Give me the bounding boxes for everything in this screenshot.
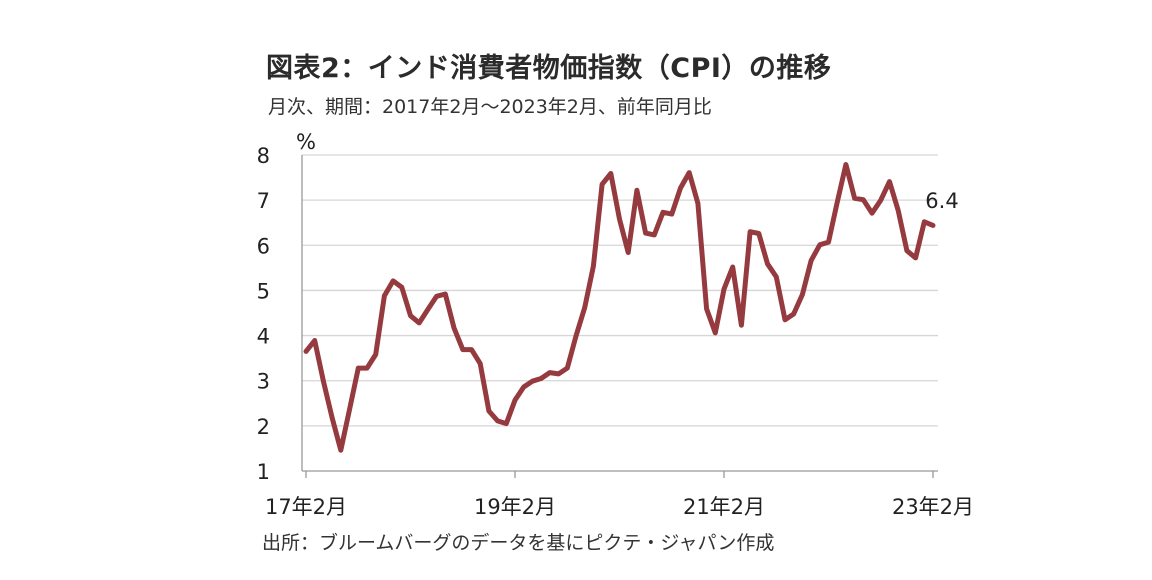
series-layer: [303, 162, 936, 453]
y-tick-label: 6: [257, 234, 270, 258]
last-value-label: 6.4: [925, 189, 958, 213]
x-tick-label: 23年2月: [892, 495, 974, 519]
y-tick-label: 4: [257, 325, 270, 349]
y-tick-label: 1: [257, 460, 270, 484]
y-tick-label: 2: [257, 415, 270, 439]
source-note: 出所：ブルームバーグのデータを基にピクテ・ジャパン作成: [262, 532, 775, 554]
axes: [301, 155, 938, 478]
x-tick-label: 19年2月: [474, 495, 556, 519]
x-tick-label: 17年2月: [265, 495, 347, 519]
y-tick-label: 3: [257, 370, 270, 394]
cpi-series-line: [303, 162, 936, 453]
y-tick-label: 7: [257, 189, 270, 213]
chart-title: 図表2：インド消費者物価指数（CPI）の推移: [266, 53, 832, 84]
x-tick-label: 21年2月: [683, 495, 765, 519]
chart-subtitle: 月次、期間：2017年2月～2023年2月、前年同月比: [268, 96, 712, 118]
labels: 1 2 3 4 5 6 7 8% 17年2月 19年2月 21年2月 23年2月 6.4: [257, 130, 974, 519]
y-tick-label: 8: [257, 144, 270, 168]
y-unit-label: %: [296, 130, 316, 154]
y-tick-label: 5: [257, 279, 270, 303]
grid-lines: [302, 154, 938, 427]
